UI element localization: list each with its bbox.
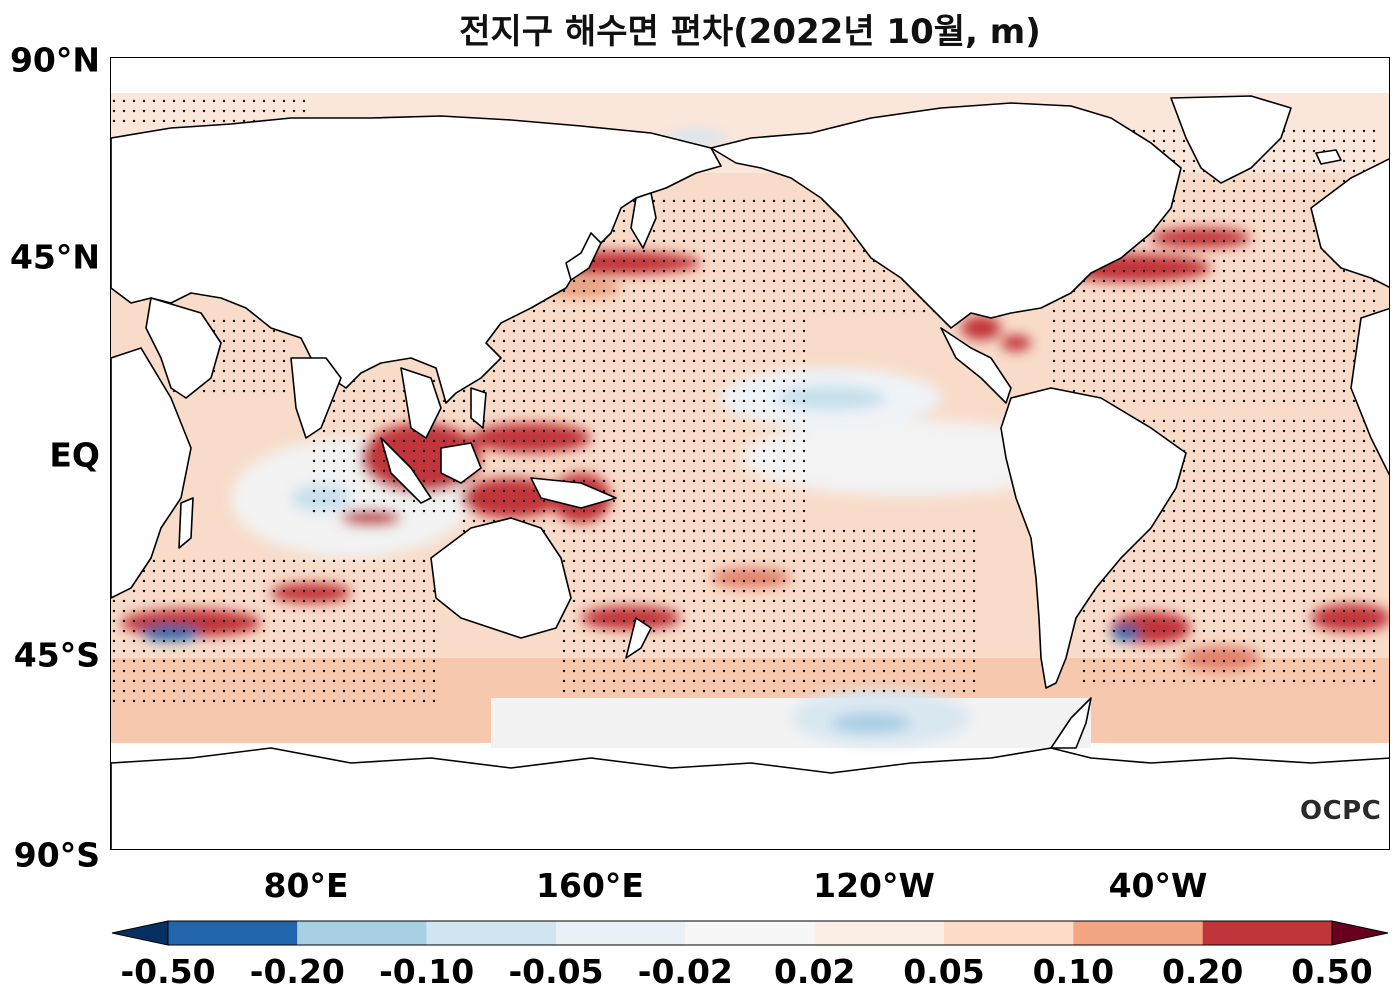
colorbar-tick-label: -0.05 [508,952,604,991]
colorbar-tick-label: 0.02 [773,952,856,991]
madagascar [178,497,194,549]
stippling [111,98,1381,708]
continents [111,95,1389,849]
colorbar-tick-label: 0.50 [1291,952,1373,991]
sea-level-anomaly-map [111,93,1389,849]
lat-label-45s: 45°S [13,635,100,675]
india [290,357,342,439]
colorbar-extend-high [1331,920,1389,946]
colorbar-border [167,920,1333,946]
north-america [710,102,1182,329]
japan [565,232,602,281]
eurasia [111,115,722,404]
map-panel [110,57,1390,850]
colorbar-bin-0 [168,921,298,945]
lat-label-eq: EQ [49,435,100,475]
colorbar-bin-8 [1202,921,1332,945]
south-america [1000,387,1187,689]
colorbar-tick-label: 0.10 [1032,952,1115,991]
colorbar-bin-4 [685,921,815,945]
sumatra [380,437,432,504]
colorbar-tick-label: 0.20 [1161,952,1244,991]
lon-label-40w: 40°W [1108,866,1208,905]
greenland [1170,95,1292,184]
colorbar-bin-7 [1073,921,1203,945]
colorbar-bin-3 [556,921,686,945]
lon-label-80e: 80°E [263,866,349,905]
lat-label-90s: 90°S [13,835,100,875]
colorbar-bin-5 [814,921,944,945]
philippines [470,387,487,429]
borneo [440,442,482,484]
indochina [400,367,442,439]
lat-label-45n: 45°N [9,237,100,277]
colorbar-tick-label: -0.50 [120,952,216,991]
map-title: 전지구 해수면 편차(2022년 10월, m) [459,12,1041,52]
antarctic-peninsula [1050,697,1092,749]
colorbar-bin-1 [297,921,427,945]
colorbar-tick-label: 0.05 [903,952,985,991]
central-america [940,327,1012,404]
antarctica [111,747,1389,849]
colorbar-bin-2 [426,921,556,945]
arabia [145,297,222,399]
colorbar-bin-6 [944,921,1074,945]
europe-west [1310,158,1389,288]
colorbar-extend-low [111,920,169,946]
lat-label-90n: 90°N [9,40,100,80]
colorbar-tick-label: -0.02 [637,952,733,991]
africa [111,347,192,599]
africa-west [1350,307,1389,476]
new-guinea [530,477,617,509]
colorbar-tick-label: -0.10 [379,952,475,991]
australia [430,517,572,639]
kamchatka [630,192,657,249]
colorbar [111,920,1389,946]
ocpc-logo: OCPC [1300,796,1382,826]
lon-label-160e: 160°E [536,866,644,905]
colorbar-tick-label: -0.20 [249,952,345,991]
new-zealand [625,617,652,659]
iceland [1315,149,1342,165]
lon-label-120w: 120°W [813,866,935,905]
